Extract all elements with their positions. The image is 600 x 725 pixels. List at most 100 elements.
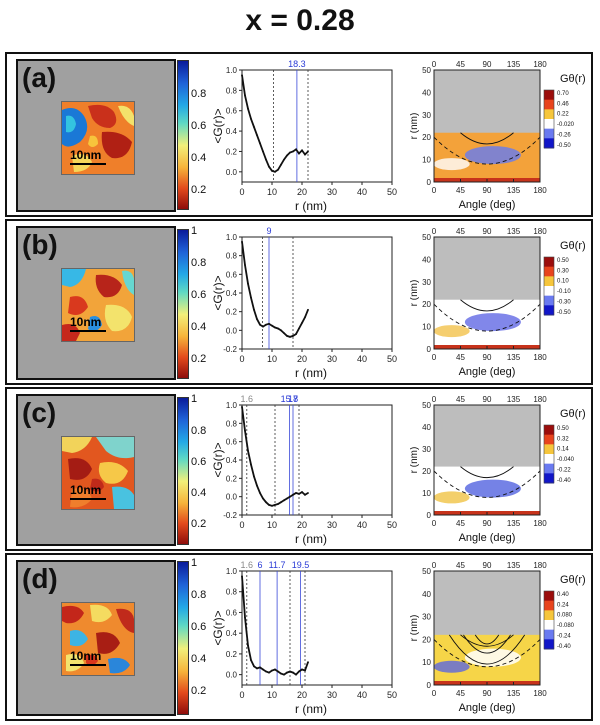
heatmap-blob: [464, 313, 521, 332]
data-point: [259, 666, 261, 669]
colorbar-tick: 0.8: [191, 257, 207, 269]
data-point: [274, 668, 276, 671]
y-tick-label: 0.8: [226, 252, 238, 261]
contour-dashed: [433, 470, 541, 498]
legend-swatch: [544, 90, 554, 101]
data-point: [283, 158, 285, 161]
peak-label: 9: [266, 226, 271, 236]
colorbar-tick: 0.6: [191, 456, 207, 468]
y-axis-label: <G(r)>: [212, 442, 225, 477]
figure-title: x = 0.28: [245, 4, 355, 37]
x-tick-label: 10: [267, 354, 277, 364]
heatmap-blob: [433, 158, 470, 171]
legend-tick-label: -0.50: [557, 310, 571, 316]
data-point: [277, 327, 279, 330]
data-point: [295, 673, 297, 676]
x-axis-label: r (nm): [295, 702, 327, 716]
x-tick-label: 40: [357, 520, 367, 530]
legend-title: Gθ(r): [560, 574, 586, 586]
legend-swatch: [544, 286, 554, 297]
heatmap-blob: [433, 660, 470, 673]
y-tick-label: -0.2: [223, 511, 237, 520]
y-tick-label: 1.0: [226, 401, 238, 410]
legend-tick-label: -0.40: [557, 644, 571, 650]
x-tick-label: 20: [297, 520, 307, 530]
legend-swatch: [544, 266, 554, 277]
spin-map: [61, 602, 135, 676]
legend-swatch: [544, 454, 554, 465]
data-point: [280, 163, 282, 166]
data-point: [283, 673, 285, 676]
x-axis-label: Angle (deg): [459, 199, 516, 211]
data-point: [280, 501, 282, 504]
colorbar-tick: 0.4: [191, 152, 207, 164]
x-tick-label: 30: [327, 187, 337, 197]
data-point: [244, 429, 246, 432]
spin-map: [61, 101, 135, 175]
data-point: [244, 264, 246, 266]
top-tick-label: 135: [507, 561, 521, 570]
y-tick-label: 10: [422, 156, 431, 165]
legend-tick-label: 0.080: [557, 613, 573, 619]
data-point: [256, 134, 258, 137]
data-point: [295, 333, 297, 335]
heatmap-blob: [433, 491, 470, 504]
y-tick-label: 10: [422, 323, 431, 332]
data-point: [301, 149, 303, 152]
top-tick-label: 0: [432, 561, 437, 570]
series-line: [241, 74, 309, 173]
contour-dashed: [433, 639, 541, 668]
data-point: [268, 165, 270, 168]
peak-label: 18.3: [288, 59, 306, 69]
map-frame: (d) 10nm: [16, 560, 176, 716]
data-point: [274, 326, 276, 329]
x-tick-label: 40: [357, 187, 367, 197]
legend-swatch: [544, 639, 554, 650]
data-point: [256, 667, 258, 670]
panel-label: (d): [22, 563, 58, 594]
legend-tick-label: 0.70: [557, 91, 569, 97]
y-tick-label: 10: [422, 489, 431, 498]
legend-tick-label: -0.26: [557, 132, 571, 138]
data-point: [292, 150, 294, 153]
top-tick-label: 90: [483, 561, 492, 570]
x-tick-label: 45: [456, 519, 465, 528]
legend-swatch: [544, 610, 554, 621]
legend-frame: [543, 590, 555, 650]
data-point: [286, 335, 288, 337]
spin-map-image: [62, 102, 134, 174]
scale-bar: [70, 498, 106, 500]
data-point: [289, 495, 291, 498]
contour-dashed: [433, 303, 541, 332]
data-point: [280, 329, 282, 332]
colorbar-tick: 1: [191, 225, 198, 237]
scale-bar: [70, 664, 106, 666]
data-point: [253, 308, 255, 311]
colorbar-tick: 1: [191, 393, 198, 405]
x-axis-label: Angle (deg): [459, 532, 516, 544]
colorbar-tick: 0.4: [191, 487, 207, 499]
colorbar-tick: 0.8: [191, 88, 207, 100]
panel-label: (b): [22, 229, 58, 260]
data-point: [298, 493, 300, 495]
y-tick-label: 1.0: [226, 567, 238, 576]
legend-tick-label: -0.40: [557, 478, 571, 484]
correlation-plot: 0 10 20 30 40 50 1.0 0.8 0.6 0.4 0.2 0.0 r (nm) <G(r)…: [212, 560, 397, 716]
data-point: [250, 117, 252, 120]
y-tick-label: 0.8: [226, 588, 238, 597]
y-tick-label: 0: [427, 681, 432, 690]
legend-swatch: [544, 473, 554, 484]
y-tick-label: 1.0: [226, 66, 238, 75]
top-tick-label: 135: [507, 227, 521, 236]
data-point: [256, 318, 258, 321]
data-point: [244, 94, 246, 97]
data-point: [271, 669, 273, 672]
x-tick-label: 20: [297, 690, 307, 700]
data-point: [298, 327, 300, 330]
y-tick-label: 0.6: [226, 270, 238, 279]
data-point: [247, 449, 249, 452]
data-point: [262, 668, 264, 671]
